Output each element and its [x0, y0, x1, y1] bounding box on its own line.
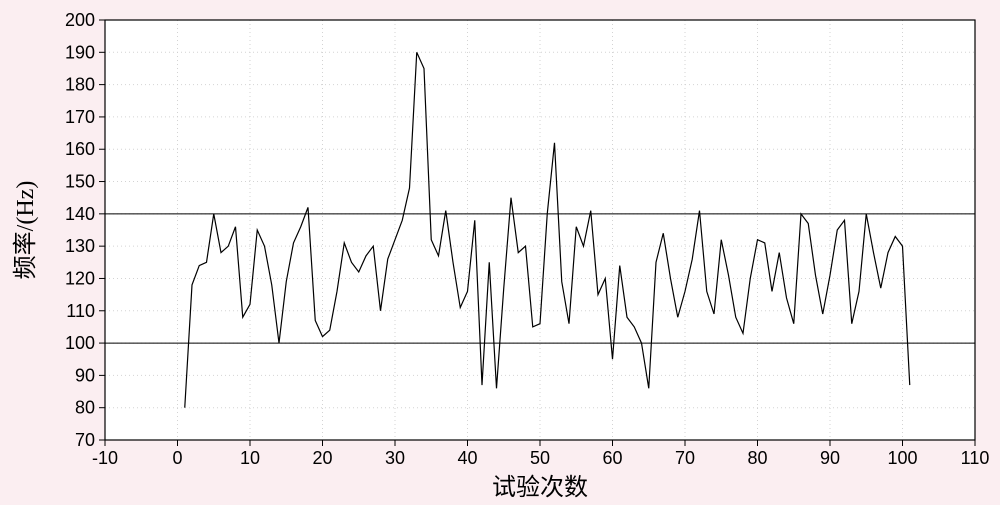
y-tick-label: 70 — [75, 430, 95, 450]
y-axis-title: 频率/(Hz) — [12, 181, 39, 280]
chart-svg: -10 0 10 20 30 40 50 60 70 80 90 100 110 70 80 90 100 110… — [0, 0, 1000, 505]
y-tick-label: 160 — [65, 139, 95, 159]
x-tick-label: 110 — [961, 448, 990, 468]
x-tick-label: 20 — [312, 448, 332, 468]
line-chart: -10 0 10 20 30 40 50 60 70 80 90 100 110 70 80 90 100 110… — [0, 0, 1000, 505]
y-tick-label: 180 — [65, 75, 95, 95]
y-tick-label: 170 — [65, 107, 95, 127]
x-tick-label: 0 — [172, 448, 182, 468]
y-tick-label: 140 — [65, 204, 95, 224]
x-tick-label: -10 — [92, 448, 118, 468]
x-tick-label: 10 — [240, 448, 260, 468]
x-tick-label: 40 — [457, 448, 477, 468]
x-tick-label: 60 — [602, 448, 622, 468]
y-tick-label: 110 — [66, 301, 95, 321]
y-tick-label: 150 — [65, 172, 95, 192]
x-tick-label: 30 — [385, 448, 405, 468]
x-tick-label: 80 — [747, 448, 767, 468]
x-tick-label: 90 — [820, 448, 840, 468]
y-tick-label: 90 — [75, 365, 95, 385]
x-axis-title: 试验次数 — [492, 474, 588, 501]
y-tick-label: 120 — [65, 268, 95, 288]
y-tick-label: 130 — [65, 236, 95, 256]
x-tick-label: 50 — [530, 448, 550, 468]
x-tick-label: 100 — [887, 448, 917, 468]
y-tick-label: 80 — [75, 398, 95, 418]
y-tick-label: 190 — [65, 42, 95, 62]
y-tick-label: 100 — [65, 333, 95, 353]
y-tick-label: 200 — [65, 10, 95, 30]
x-tick-label: 70 — [675, 448, 695, 468]
